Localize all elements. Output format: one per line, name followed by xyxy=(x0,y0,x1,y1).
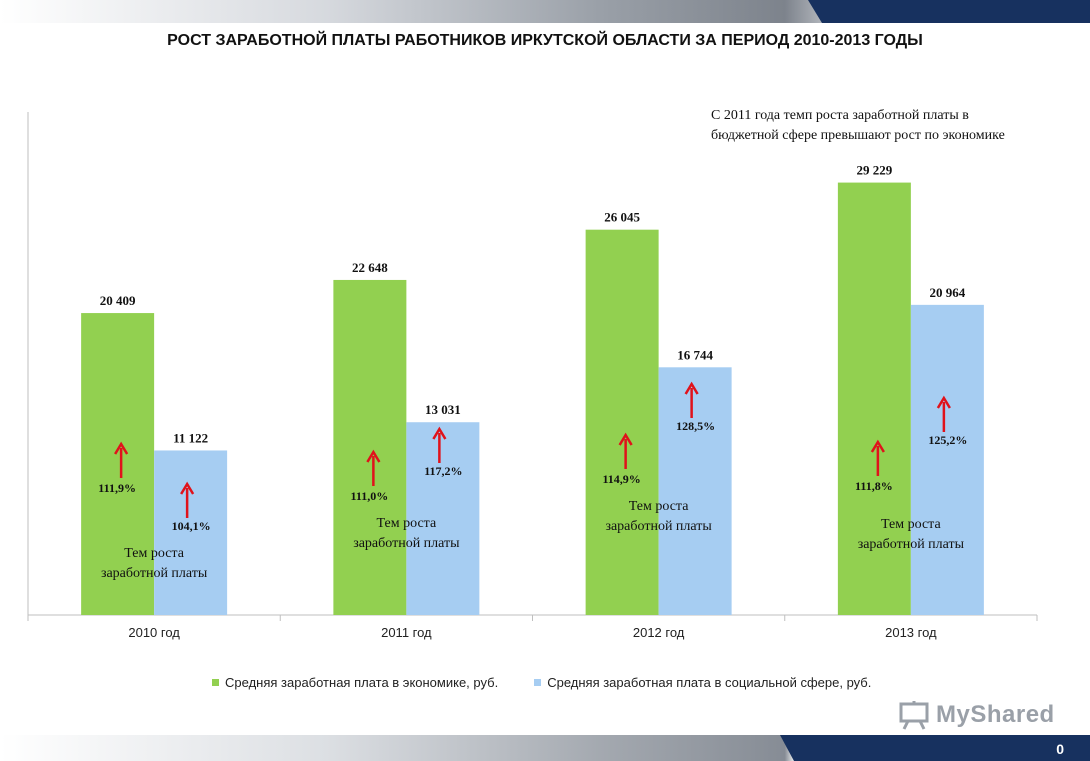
x-tick-label: 2011 год xyxy=(381,625,432,640)
legend-swatch-economy xyxy=(212,679,219,686)
data-label-social: 13 031 xyxy=(425,402,461,417)
growth-label-social: 125,2% xyxy=(928,433,967,447)
chart-note: С 2011 года темп роста заработной платы … xyxy=(711,106,1071,146)
data-label-social: 16 744 xyxy=(677,347,713,362)
growth-label-economy: 111,9% xyxy=(98,481,136,495)
growth-label-social: 104,1% xyxy=(172,519,211,533)
growth-arrow-economy-icon xyxy=(366,449,381,486)
bar-economy xyxy=(837,182,911,615)
growth-label-economy: 111,0% xyxy=(351,489,389,503)
bar-economy xyxy=(585,229,659,616)
growth-arrow-social-icon xyxy=(936,395,951,432)
presentation-board-icon xyxy=(899,701,929,730)
page-number: 0 xyxy=(1056,741,1064,757)
bar-social xyxy=(154,450,228,615)
legend-item-economy: Средняя заработная плата в экономике, ру… xyxy=(212,675,498,690)
x-tick-label: 2013 год xyxy=(885,625,937,640)
growth-arrow-economy-icon xyxy=(618,432,633,469)
chart-note-line-1: С 2011 года темп роста заработной платы … xyxy=(711,108,969,123)
annotation-line-1: Тем роста xyxy=(377,516,437,531)
watermark-logo: MyShared xyxy=(898,700,1055,730)
data-label-social: 20 964 xyxy=(930,285,966,300)
page-title: РОСТ ЗАРАБОТНОЙ ПЛАТЫ РАБОТНИКОВ ИРКУТСК… xyxy=(167,32,923,49)
growth-label-social: 117,2% xyxy=(424,464,462,478)
data-label-economy: 20 409 xyxy=(100,293,136,308)
bar-social xyxy=(658,367,732,615)
data-label-economy: 26 045 xyxy=(604,210,640,225)
data-label-economy: 22 648 xyxy=(352,260,388,275)
legend-label-social: Средняя заработная плата в социальной сф… xyxy=(547,675,872,690)
annotation-line-1: Тем роста xyxy=(124,546,184,561)
data-label-social: 11 122 xyxy=(173,430,208,445)
legend-item-social: Средняя заработная плата в социальной сф… xyxy=(534,675,871,690)
watermark-text: MyShared xyxy=(936,701,1055,728)
growth-label-economy: 111,8% xyxy=(855,479,893,493)
bar-social xyxy=(406,422,480,615)
legend-label-economy: Средняя заработная плата в экономике, ру… xyxy=(225,675,499,690)
annotation-line-1: Тем роста xyxy=(629,499,689,514)
annotation-line-2: заработной платы xyxy=(605,519,712,534)
x-tick-label: 2012 год xyxy=(633,625,685,640)
growth-arrow-economy-icon xyxy=(870,439,885,476)
x-tick-label: 2010 год xyxy=(128,625,180,640)
chart-note-line-2: бюджетной сфере превышают рост по эконом… xyxy=(711,128,1005,143)
growth-label-economy: 114,9% xyxy=(602,472,640,486)
annotation-line-2: заработной платы xyxy=(858,537,965,552)
growth-arrow-economy-icon xyxy=(114,441,129,478)
growth-arrow-social-icon xyxy=(180,481,195,518)
bar-economy xyxy=(81,313,155,615)
chart-legend: Средняя заработная плата в экономике, ру… xyxy=(212,675,871,690)
legend-swatch-social xyxy=(534,679,542,686)
bottom-decor-navy xyxy=(780,735,1090,761)
growth-arrow-social-icon xyxy=(684,381,699,418)
data-label-economy: 29 229 xyxy=(857,163,893,178)
growth-label-social: 128,5% xyxy=(676,419,715,433)
annotation-line-1: Тем роста xyxy=(881,517,941,532)
top-decor-navy xyxy=(808,0,1090,23)
annotation-line-2: заработной платы xyxy=(101,566,208,581)
bar-economy xyxy=(333,279,407,615)
bar-social xyxy=(910,304,984,615)
growth-arrow-social-icon xyxy=(432,426,447,463)
annotation-line-2: заработной платы xyxy=(353,536,460,551)
bar-chart: 20 409 11 122 2010 год 111,9% 104,1% Тем рост… xyxy=(27,112,1038,640)
